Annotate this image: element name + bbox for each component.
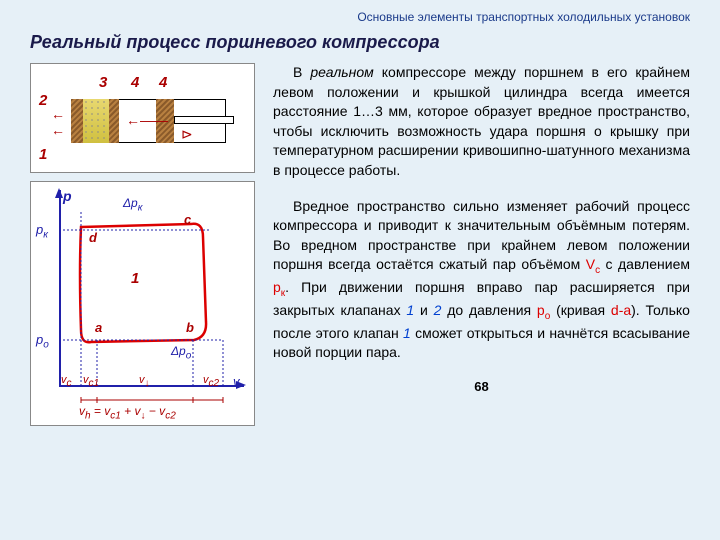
dead-space bbox=[83, 99, 109, 143]
piston-rod bbox=[174, 116, 234, 124]
figure-pv-diagram: р Δрк рк ро Δро d c 1 a b v vс vс1 v↓ vс… bbox=[30, 181, 255, 426]
symbol-vc: Vс bbox=[586, 256, 600, 272]
main-content: 1 2 3 4 4 ← ← ←—— ⊳ bbox=[30, 63, 690, 434]
curve-da: d-a bbox=[611, 302, 631, 318]
vc2-label: vс2 bbox=[203, 374, 219, 389]
valve-1: 1 bbox=[406, 302, 414, 318]
dpo-label: Δро bbox=[171, 344, 191, 361]
dpk-label: Δрк bbox=[123, 196, 142, 213]
point-1: 1 bbox=[131, 270, 139, 287]
chart-svg bbox=[31, 182, 256, 427]
paragraph-1: В реальном компрессоре между поршнем в е… bbox=[273, 63, 690, 181]
page-number: 68 bbox=[273, 379, 690, 394]
valve-1b: 1 bbox=[403, 325, 411, 341]
cylinder-head bbox=[71, 99, 83, 143]
figure-compressor-schematic: 1 2 3 4 4 ← ← ←—— ⊳ bbox=[30, 63, 255, 173]
arrow-in-bottom: ← bbox=[51, 122, 65, 138]
label-4a: 4 bbox=[131, 74, 139, 91]
point-b: b bbox=[186, 320, 194, 335]
label-4b: 4 bbox=[159, 74, 167, 91]
label-3: 3 bbox=[99, 74, 107, 91]
arrow-right: ⊳ bbox=[181, 126, 193, 143]
point-c: c bbox=[184, 212, 191, 227]
pk-label: рк bbox=[36, 222, 48, 241]
vv-label: v↓ bbox=[139, 374, 150, 389]
formula: vh = vс1 + v↓ − vс2 bbox=[79, 404, 176, 421]
symbol-po: ро bbox=[537, 302, 550, 318]
arrow-in-top: ← bbox=[51, 106, 65, 122]
vc-label: vс bbox=[61, 374, 72, 389]
symbol-pk: рк bbox=[273, 279, 285, 295]
point-a: a bbox=[95, 320, 102, 335]
page-title: Реальный процесс поршневого компрессора bbox=[30, 32, 690, 53]
po-label: ро bbox=[36, 332, 49, 351]
paragraph-2: Вредное пространство сильно изменяет раб… bbox=[273, 197, 690, 363]
y-label: р bbox=[63, 188, 72, 204]
arrow-left: ←—— bbox=[126, 112, 168, 128]
label-2: 2 bbox=[39, 92, 47, 109]
text-column: В реальном компрессоре между поршнем в е… bbox=[273, 63, 690, 434]
figures-column: 1 2 3 4 4 ← ← ←—— ⊳ bbox=[30, 63, 255, 434]
section-header: Основные элементы транспортных холодильн… bbox=[30, 10, 690, 24]
valve-plate bbox=[109, 99, 119, 143]
label-1: 1 bbox=[39, 146, 47, 163]
point-d: d bbox=[89, 230, 97, 245]
x-label: v bbox=[233, 374, 240, 389]
vc1-label: vс1 bbox=[83, 374, 99, 389]
